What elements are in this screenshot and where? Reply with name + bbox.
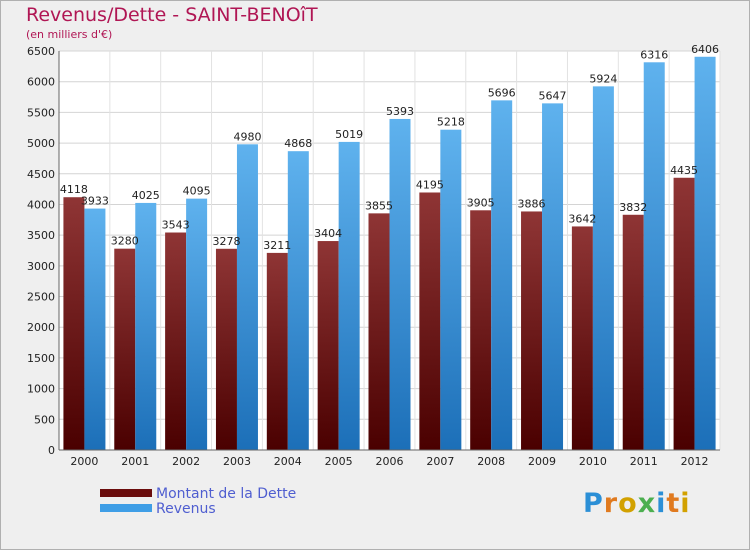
x-tick-label: 2008: [477, 455, 505, 468]
x-tick-label: 2003: [223, 455, 251, 468]
x-tick-label: 2000: [70, 455, 98, 468]
debt-bar: [215, 248, 237, 450]
revenus-bar: [440, 129, 462, 451]
revenus-bar: [287, 151, 309, 450]
revenus-data-label: 4025: [132, 189, 160, 202]
y-tick-label: 0: [48, 444, 55, 457]
x-tick-label: 2010: [579, 455, 607, 468]
y-tick-label: 4500: [27, 168, 55, 181]
debt-bar: [114, 248, 136, 450]
revenus-data-label: 5218: [437, 116, 465, 129]
logo-letter: x: [637, 488, 657, 519]
y-tick-label: 6000: [27, 76, 55, 89]
revenus-data-label: 5019: [335, 128, 363, 141]
debt-bar: [368, 213, 390, 450]
y-tick-label: 3000: [27, 260, 55, 273]
debt-data-label: 3886: [518, 197, 546, 210]
y-tick-label: 1500: [27, 352, 55, 365]
revenus-data-label: 6316: [640, 48, 668, 61]
debt-data-label: 3280: [111, 235, 139, 248]
debt-data-label: 3404: [314, 227, 342, 240]
y-tick-label: 6500: [27, 45, 55, 58]
logo-letter: t: [666, 488, 681, 519]
x-tick-label: 2009: [528, 455, 556, 468]
revenus-bar: [542, 103, 564, 450]
revenus-bar: [592, 86, 614, 450]
legend-label-debt: Montant de la Dette: [156, 486, 297, 502]
proxiti-logo: Proxiti: [583, 488, 691, 519]
y-tick-label: 1000: [27, 383, 55, 396]
debt-data-label: 3211: [263, 239, 291, 252]
debt-data-label: 4118: [60, 183, 88, 196]
revenus-data-label: 5696: [488, 86, 516, 99]
y-tick-label: 500: [34, 413, 55, 426]
revenus-bar: [186, 198, 208, 450]
x-tick-label: 2007: [426, 455, 454, 468]
revenus-bar: [338, 141, 360, 450]
debt-data-label: 3543: [162, 219, 190, 232]
debt-data-label: 3905: [467, 196, 495, 209]
logo-letter: i: [656, 488, 667, 519]
debt-data-label: 3278: [212, 235, 240, 248]
debt-bar: [266, 252, 288, 450]
revenus-data-label: 6406: [691, 43, 719, 56]
logo-letter: o: [618, 488, 638, 519]
logo-letter: P: [583, 488, 604, 519]
x-tick-label: 2001: [121, 455, 149, 468]
y-tick-label: 2500: [27, 291, 55, 304]
debt-data-label: 3832: [619, 201, 647, 214]
legend-swatch-debt: [100, 489, 152, 497]
revenus-bar: [84, 208, 106, 450]
x-tick-label: 2006: [376, 455, 404, 468]
logo-letter: r: [603, 488, 619, 519]
debt-bar: [470, 210, 492, 450]
debt-bar: [165, 232, 187, 450]
debt-data-label: 3855: [365, 199, 393, 212]
debt-bar: [419, 192, 441, 451]
revenus-data-label: 4095: [183, 185, 211, 198]
revenus-bar: [491, 100, 513, 450]
y-tick-label: 5500: [27, 106, 55, 119]
debt-bar: [622, 214, 644, 450]
revenus-bar: [643, 62, 665, 450]
revenus-data-label: 4980: [233, 130, 261, 143]
revenus-data-label: 5924: [589, 72, 617, 85]
debt-data-label: 4435: [670, 164, 698, 177]
debt-bar: [571, 226, 593, 450]
debt-bar: [63, 197, 85, 450]
revenus-bar: [389, 118, 411, 451]
debt-bar: [521, 211, 543, 450]
x-tick-label: 2012: [681, 455, 709, 468]
logo-letter: i: [680, 488, 691, 519]
chart-subtitle: (en milliers d'€): [26, 28, 113, 41]
x-tick-label: 2004: [274, 455, 302, 468]
legend-swatch-revenus: [100, 504, 152, 512]
x-tick-label: 2002: [172, 455, 200, 468]
debt-data-label: 3642: [568, 212, 596, 225]
debt-data-label: 4195: [416, 178, 444, 191]
revenus-data-label: 5647: [539, 89, 567, 102]
y-tick-label: 3500: [27, 229, 55, 242]
revenus-bar: [236, 144, 258, 450]
revenus-bar: [135, 202, 157, 450]
debt-bar: [673, 177, 695, 451]
x-tick-label: 2011: [630, 455, 658, 468]
y-tick-label: 4000: [27, 198, 55, 211]
x-tick-label: 2005: [325, 455, 353, 468]
debt-bar: [317, 241, 339, 450]
revenus-data-label: 3933: [81, 195, 109, 208]
chart-title: Revenus/Dette - SAINT-BENOîT: [26, 4, 318, 26]
legend-label-revenus: Revenus: [156, 501, 216, 517]
revenus-data-label: 5393: [386, 105, 414, 118]
y-tick-label: 5000: [27, 137, 55, 150]
revenus-data-label: 4868: [284, 137, 312, 150]
revenus-bar: [694, 56, 716, 451]
y-tick-label: 2000: [27, 321, 55, 334]
